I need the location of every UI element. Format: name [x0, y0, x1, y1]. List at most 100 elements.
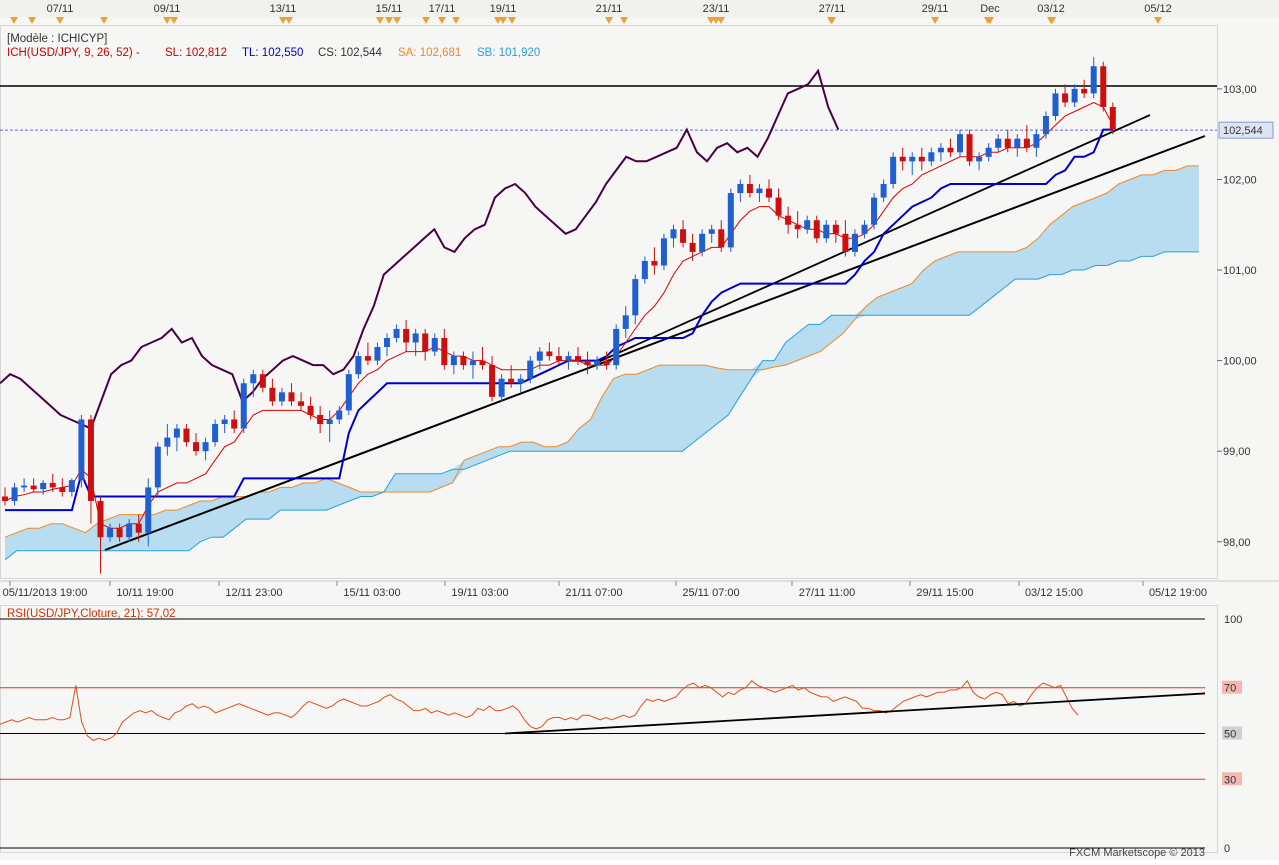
candle [1014, 134, 1021, 157]
candle [727, 188, 734, 252]
rsi-level-box [1222, 612, 1242, 625]
candle [832, 220, 839, 243]
candle [173, 424, 180, 452]
candle-body [403, 328, 410, 343]
price-grid [0, 25, 1218, 579]
candle-body [126, 523, 133, 538]
candle-body [78, 419, 85, 481]
candle [1109, 102, 1116, 135]
top-date-label: 09/11 [154, 3, 181, 15]
candle [183, 424, 190, 447]
support-trendline-upper [597, 114, 1151, 363]
candle [49, 473, 56, 492]
top-date-label: 03/12 [1037, 3, 1065, 15]
event-marker [393, 17, 401, 24]
time-tick-label: 21/11 07:00 [565, 587, 622, 599]
candle [212, 419, 219, 447]
rsi-level-box [1222, 726, 1242, 740]
candle-body [221, 419, 228, 425]
candle-body [651, 260, 658, 266]
candle [1033, 129, 1040, 157]
ichimoku-cloud [4, 165, 1199, 561]
candle [97, 496, 104, 574]
candle [68, 478, 75, 497]
time-axis: 05/11/2013 19:00 10/11 19:00 12/11 23:00 15… [0, 580, 1279, 599]
candle-body [393, 328, 400, 338]
candle [813, 215, 820, 243]
top-date-marker [1154, 17, 1162, 24]
candle-body [947, 147, 954, 153]
candle-body [584, 360, 591, 366]
time-tick-label: 19/11 03:00 [451, 587, 508, 599]
candle [384, 333, 390, 357]
candle-body [575, 356, 581, 361]
rsi-tick-label: 100 [1224, 614, 1242, 626]
candle [746, 174, 753, 198]
candle [307, 396, 314, 420]
candle [708, 224, 715, 243]
candle [584, 351, 591, 375]
candle-body [498, 378, 505, 397]
candle [288, 383, 295, 406]
top-date-marker [931, 17, 939, 24]
candle-body [1052, 93, 1059, 117]
candle-body [1109, 106, 1116, 130]
candle-body [622, 315, 629, 329]
candle-body [107, 528, 114, 538]
candle-body [336, 410, 343, 420]
event-marker [494, 17, 502, 24]
candle-body [746, 183, 753, 194]
candle-body [355, 356, 362, 375]
event-marker [170, 17, 178, 24]
top-date-label: 13/11 [270, 3, 297, 15]
candle [842, 220, 849, 257]
event-marker [827, 17, 835, 24]
candle-body [785, 215, 792, 225]
candle [918, 147, 925, 171]
candle-body [527, 360, 534, 379]
candle-body [775, 197, 782, 216]
candle [345, 369, 352, 415]
candle-body [813, 220, 820, 239]
top-date-marker [385, 17, 393, 24]
candle-body [259, 374, 266, 388]
candle-body [660, 238, 667, 266]
candle [355, 351, 362, 379]
candle-body [632, 279, 639, 316]
candle [890, 152, 897, 189]
candle [899, 147, 906, 171]
candle-body [231, 419, 238, 429]
candle [2, 487, 8, 506]
price-plot-frame [0, 25, 1218, 579]
candle [928, 147, 935, 166]
candle-body [603, 360, 610, 366]
candle [517, 374, 524, 393]
candle-body [164, 437, 171, 447]
candle-body [326, 419, 333, 425]
candle-body [298, 401, 305, 406]
rsi-tick-label: 70 [1224, 683, 1236, 695]
trendlines [0, 85, 1217, 551]
event-marker [620, 17, 628, 24]
candle-body [1071, 88, 1078, 103]
top-date-label: 29/11 [922, 3, 949, 15]
ichimoku-legend: ICH(USD/JPY, 9, 26, 52) - SL: 102,812 TL… [7, 47, 540, 59]
candle [317, 405, 324, 434]
candle-body [766, 188, 772, 198]
legend-sa: SA: 102,681 [398, 47, 461, 59]
candle [660, 233, 667, 271]
cloud-area [5, 165, 1199, 560]
candle [766, 179, 772, 203]
candle-body [212, 424, 219, 443]
top-date-label: Dec [980, 3, 1000, 15]
candle [164, 424, 171, 456]
candle [1071, 84, 1078, 107]
candle [460, 351, 467, 370]
candle [479, 347, 486, 370]
candle [107, 523, 114, 542]
candle [1023, 125, 1030, 153]
candle-body [880, 183, 887, 198]
candle-body [995, 138, 1002, 148]
candle-body [116, 528, 123, 538]
